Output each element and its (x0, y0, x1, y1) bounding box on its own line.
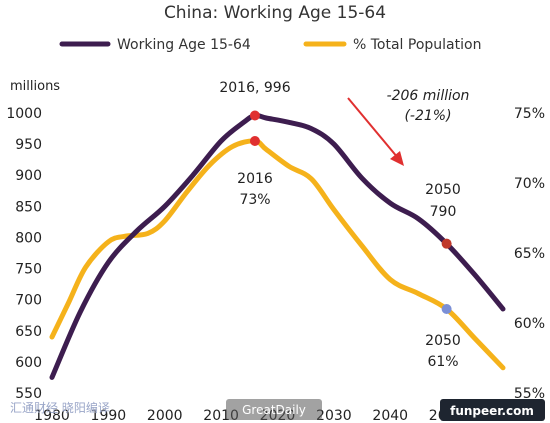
watermark-left: 汇通财经 晓阳编译 (10, 400, 110, 415)
x-tick-label: 1980 (34, 408, 70, 423)
right-tick-label: 65% (514, 246, 545, 262)
decline-arrow-head (390, 151, 404, 166)
legend-label-pct: % Total Population (353, 37, 481, 53)
annotation-peak-pct-year: 2016 (237, 171, 273, 187)
annotation-2050-pct-year: 2050 (425, 333, 461, 349)
watermark-right: funpeer.com (450, 404, 534, 418)
left-tick-label: 550 (15, 386, 42, 402)
series-line-working (49, 112, 506, 380)
markers (249, 110, 452, 314)
data-marker (249, 110, 260, 121)
data-marker (441, 304, 452, 314)
right-tick-label: 55% (514, 386, 545, 402)
data-marker (441, 238, 452, 249)
x-tick-label: 1990 (91, 408, 127, 423)
annotation-peak-working: 2016, 996 (219, 80, 290, 96)
watermark-center-bg (226, 399, 322, 420)
decline-arrow-shaft (347, 97, 399, 159)
left-tick-label: 950 (15, 137, 42, 153)
left-tick-label: 650 (15, 324, 42, 340)
left-axis-ticks: 550 600 650 700 750 800 850 900 950 1000 (6, 106, 42, 402)
x-tick-label: 2030 (316, 408, 352, 423)
right-axis-ticks: 55% 60% 65% 70% 75% (514, 106, 545, 402)
annotation-2050-working-value: 790 (430, 204, 457, 220)
annotation-2050-working-year: 2050 (425, 182, 461, 198)
chart-title: China: Working Age 15-64 (164, 3, 386, 23)
watermark-right-bg (440, 399, 545, 421)
left-axis-unit: millions (10, 79, 60, 94)
data-marker (249, 136, 260, 146)
right-tick-label: 75% (514, 106, 545, 122)
watermark-center: GreatDaily (242, 403, 306, 417)
legend: Working Age 15-64 % Total Population (59, 37, 481, 53)
annotation-decline-line1: -206 million (387, 88, 470, 104)
left-tick-label: 600 (15, 355, 42, 371)
left-tick-label: 850 (15, 199, 42, 215)
right-tick-label: 60% (514, 316, 545, 332)
left-tick-label: 700 (15, 293, 42, 309)
left-tick-label: 750 (15, 262, 42, 278)
annotation-peak-pct-value: 73% (239, 192, 270, 208)
legend-label-working: Working Age 15-64 (117, 37, 251, 53)
x-tick-label: 2040 (372, 408, 408, 423)
decline-arrow (347, 97, 404, 166)
left-tick-label: 800 (15, 230, 42, 246)
x-tick-label: 2000 (147, 408, 183, 423)
annotation-decline-line2: (-21%) (404, 108, 451, 124)
left-tick-label: 900 (15, 168, 42, 184)
left-tick-label: 1000 (6, 106, 42, 122)
right-tick-label: 70% (514, 176, 545, 192)
annotation-2050-pct-value: 61% (427, 354, 458, 370)
